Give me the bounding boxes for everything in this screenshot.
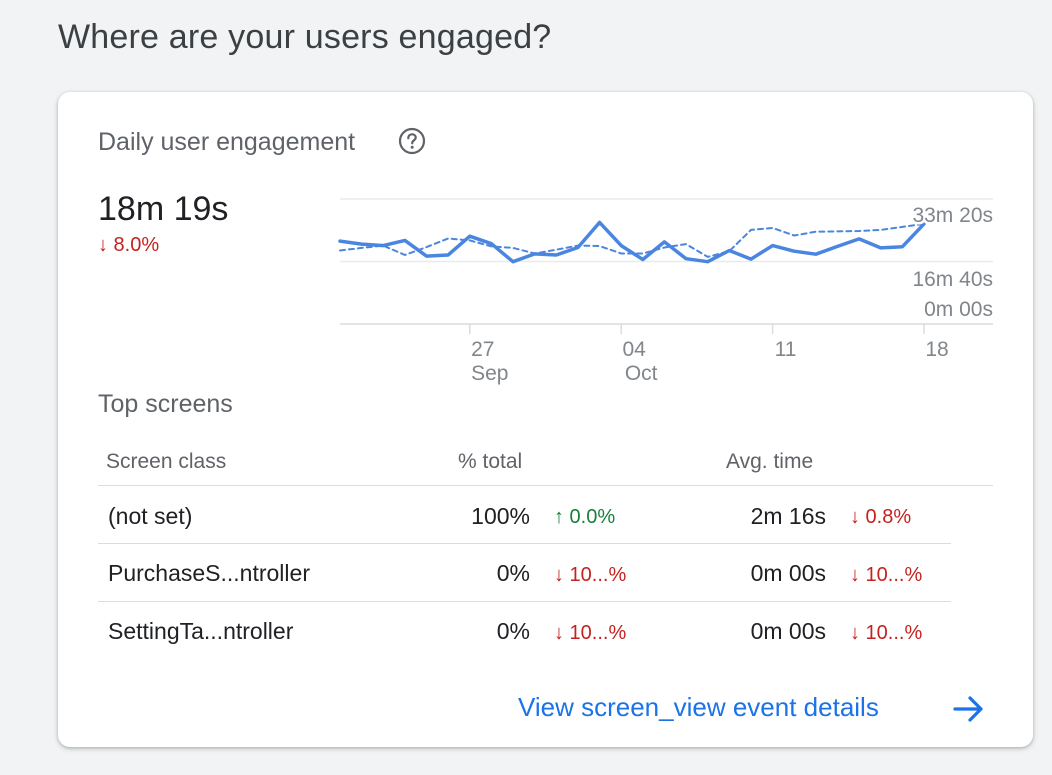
row-avg-time: 2m 16s bbox=[750, 503, 826, 529]
engagement-card: Daily user engagement 18m 19s ↓ 8.0% 27 S… bbox=[58, 92, 1033, 747]
x-tick-label: 11 bbox=[775, 338, 797, 361]
row-pct-delta: ↑ 0.0% bbox=[554, 506, 616, 528]
top-screens-title: Top screens bbox=[98, 390, 233, 418]
row-pct-total: 0% bbox=[496, 560, 530, 586]
header-screen-class: Screen class bbox=[106, 450, 227, 473]
metric-delta: ↓ 8.0% bbox=[98, 234, 160, 256]
row-screen-name: (not set) bbox=[108, 503, 193, 529]
row-pct-total: 100% bbox=[471, 503, 530, 529]
y-tick-label: 0m 00s bbox=[924, 298, 993, 321]
row-avg-time: 0m 00s bbox=[750, 560, 826, 586]
divider bbox=[98, 601, 951, 602]
metric-value: 18m 19s bbox=[98, 190, 229, 228]
y-tick-label: 16m 40s bbox=[912, 268, 993, 291]
row-avg-delta: ↓ 10...% bbox=[850, 564, 923, 586]
divider bbox=[98, 543, 951, 544]
row-avg-time: 0m 00s bbox=[750, 618, 826, 644]
card-title: Daily user engagement bbox=[98, 128, 356, 156]
row-screen-name: SettingTa...ntroller bbox=[108, 618, 294, 644]
row-pct-delta: ↓ 10...% bbox=[554, 622, 627, 644]
x-tick-month-label: Sep bbox=[471, 362, 508, 385]
row-screen-name: PurchaseS...ntroller bbox=[108, 560, 310, 586]
header-avg-time: Avg. time bbox=[726, 450, 814, 473]
x-tick-label: 04 bbox=[623, 338, 647, 361]
header-pct-total: % total bbox=[458, 450, 523, 473]
page-title: Where are your users engaged? bbox=[58, 18, 552, 56]
arrow-right-icon[interactable] bbox=[951, 692, 987, 726]
x-tick-month-label: Oct bbox=[625, 362, 658, 385]
previous-period-line bbox=[339, 222, 925, 258]
row-avg-delta: ↓ 10...% bbox=[850, 622, 923, 644]
x-tick-label: 18 bbox=[925, 338, 948, 361]
x-tick-label: 27 bbox=[471, 338, 494, 361]
view-event-details-link[interactable]: View screen_view event details bbox=[518, 692, 879, 722]
current-period-line bbox=[338, 220, 926, 264]
row-pct-total: 0% bbox=[496, 618, 530, 644]
divider bbox=[98, 485, 993, 486]
y-tick-label: 33m 20s bbox=[912, 204, 993, 227]
help-circle-icon[interactable] bbox=[398, 127, 426, 155]
row-avg-delta: ↓ 0.8% bbox=[850, 506, 912, 528]
row-pct-delta: ↓ 10...% bbox=[554, 564, 627, 586]
